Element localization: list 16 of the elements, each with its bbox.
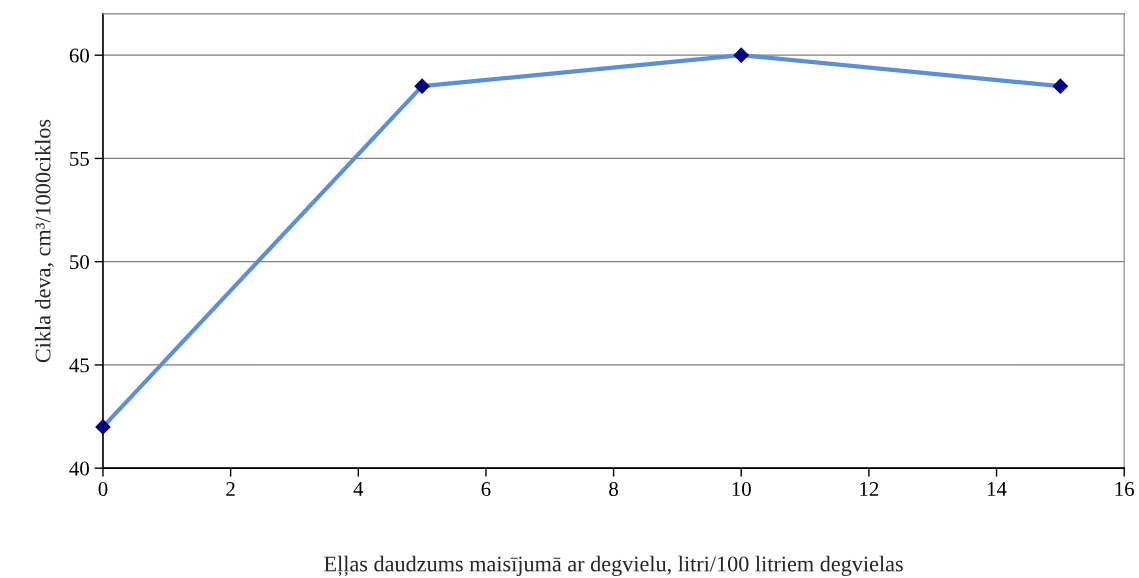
x-tick-label: 10 <box>732 481 751 497</box>
y-tick-label: 45 <box>69 358 89 373</box>
x-tick-label: 8 <box>609 481 618 497</box>
y-tick-label: 50 <box>70 255 89 270</box>
x-tick-label: 6 <box>481 482 491 497</box>
y-tick-label: 60 <box>69 48 89 63</box>
x-tick-label: 4 <box>353 482 364 496</box>
x-tick-label: 12 <box>860 482 879 496</box>
y-tick-label: 40 <box>69 461 89 476</box>
x-tick-label: 2 <box>226 482 235 496</box>
y-tick-label: 55 <box>70 152 89 166</box>
y-axis-title: Cikla deva, cm³/1000ciklos <box>34 119 54 363</box>
x-tick-label: 14 <box>987 482 1007 496</box>
x-axis-title: Eļļas daudzums maisījumā ar degvielu, litri/100 litriem degvielas <box>324 555 903 577</box>
x-tick-label: 0 <box>98 481 108 497</box>
x-tick-label: 16 <box>1115 482 1134 497</box>
